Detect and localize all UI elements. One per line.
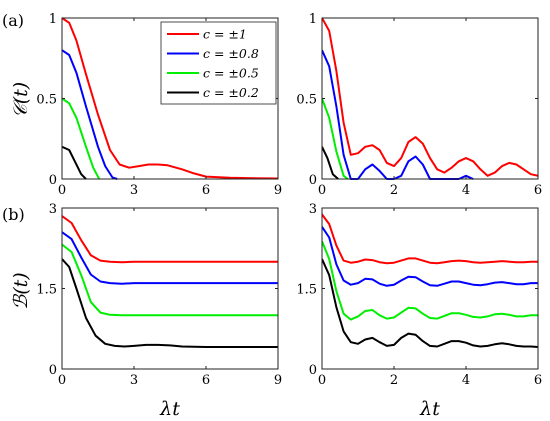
- y-tick-label: 1: [309, 12, 317, 27]
- x-tick-label: 0: [318, 373, 326, 388]
- x-tick-label: 6: [202, 373, 210, 388]
- y-tick-label: 0: [309, 173, 317, 188]
- y-tick-label: 0.5: [36, 93, 57, 108]
- x-tick-label: 6: [534, 183, 542, 198]
- x-tick-label: 3: [130, 183, 138, 198]
- y-tick-label: 0: [49, 173, 57, 188]
- x-tick-label: 0: [58, 183, 66, 198]
- y-tick-label: 1.5: [36, 283, 57, 298]
- x-tick-label: 2: [390, 373, 398, 388]
- series-line-1: [322, 213, 538, 265]
- series-line-4: [322, 258, 538, 348]
- plot-bottom-right: 0 2 4 6 0 1.5 3: [296, 202, 542, 388]
- plot-bottom-left: 0 3 6 9 0 1.5 3: [36, 202, 282, 388]
- y-tick-label: 0: [49, 363, 57, 378]
- series-line-4: [62, 145, 87, 180]
- series-line-2: [62, 49, 118, 180]
- y-tick-label: 0.5: [296, 93, 317, 108]
- y-axis-label-bottom: ℬ(t): [10, 272, 32, 309]
- y-axis-label-top: 𝒞(t): [10, 82, 32, 118]
- x-axis-label-right: λt: [419, 398, 440, 420]
- y-tick-label: 1.5: [296, 283, 317, 298]
- legend-label-1: c = ±1: [203, 27, 247, 42]
- series-line-1: [62, 215, 278, 264]
- series-group: [322, 213, 538, 348]
- series-line-3: [322, 240, 538, 321]
- series-line-4: [322, 146, 339, 180]
- plot-top-right: 0 2 4 6 0 0.5 1: [296, 12, 542, 198]
- y-tick-label: 3: [309, 202, 317, 217]
- series-line-2: [62, 231, 278, 285]
- series-group: [62, 17, 278, 180]
- series-line-3: [62, 243, 278, 317]
- series-group: [322, 17, 538, 180]
- x-tick-label: 9: [274, 373, 282, 388]
- x-tick-label: 4: [462, 373, 470, 388]
- legend: c = ±1 c = ±0.8 c = ±0.5 c = ±0.2: [160, 21, 277, 105]
- panel-label-b: (b): [2, 205, 25, 224]
- series-line-2: [322, 49, 474, 180]
- x-axis-label-left: λt: [159, 398, 180, 420]
- series-line-4: [62, 258, 278, 348]
- y-tick-label: 3: [49, 202, 57, 217]
- x-tick-label: 0: [58, 373, 66, 388]
- x-tick-label: 4: [462, 183, 470, 198]
- legend-label-2: c = ±0.8: [203, 46, 259, 61]
- y-tick-label: 1: [49, 12, 57, 27]
- x-tick-label: 6: [534, 373, 542, 388]
- legend-box: [160, 21, 277, 105]
- x-tick-label: 0: [318, 183, 326, 198]
- series-line-1: [322, 17, 538, 177]
- plots-group: 0 3 6 900.51c = ±1c = ±0.8c = ±0.5c = ±0.20…: [36, 12, 542, 388]
- x-tick-label: 6: [202, 183, 210, 198]
- x-tick-label: 3: [130, 373, 138, 388]
- series-line-3: [322, 98, 349, 180]
- plot-top-left: 0 3 6 9 0 0.5 1 c = ±1 c = ±0.8 c = ±0.5 c = ±0.2: [36, 12, 282, 198]
- y-tick-label: 0: [309, 363, 317, 378]
- series-line-3: [62, 97, 101, 180]
- legend-label-3: c = ±0.5: [203, 66, 259, 81]
- series-line-1: [62, 17, 278, 180]
- x-tick-label: 2: [390, 183, 398, 198]
- series-group: [62, 215, 278, 348]
- x-tick-label: 9: [274, 183, 282, 198]
- series-line-2: [322, 226, 538, 287]
- legend-label-4: c = ±0.2: [203, 85, 259, 100]
- panel-label-a: (a): [2, 11, 24, 30]
